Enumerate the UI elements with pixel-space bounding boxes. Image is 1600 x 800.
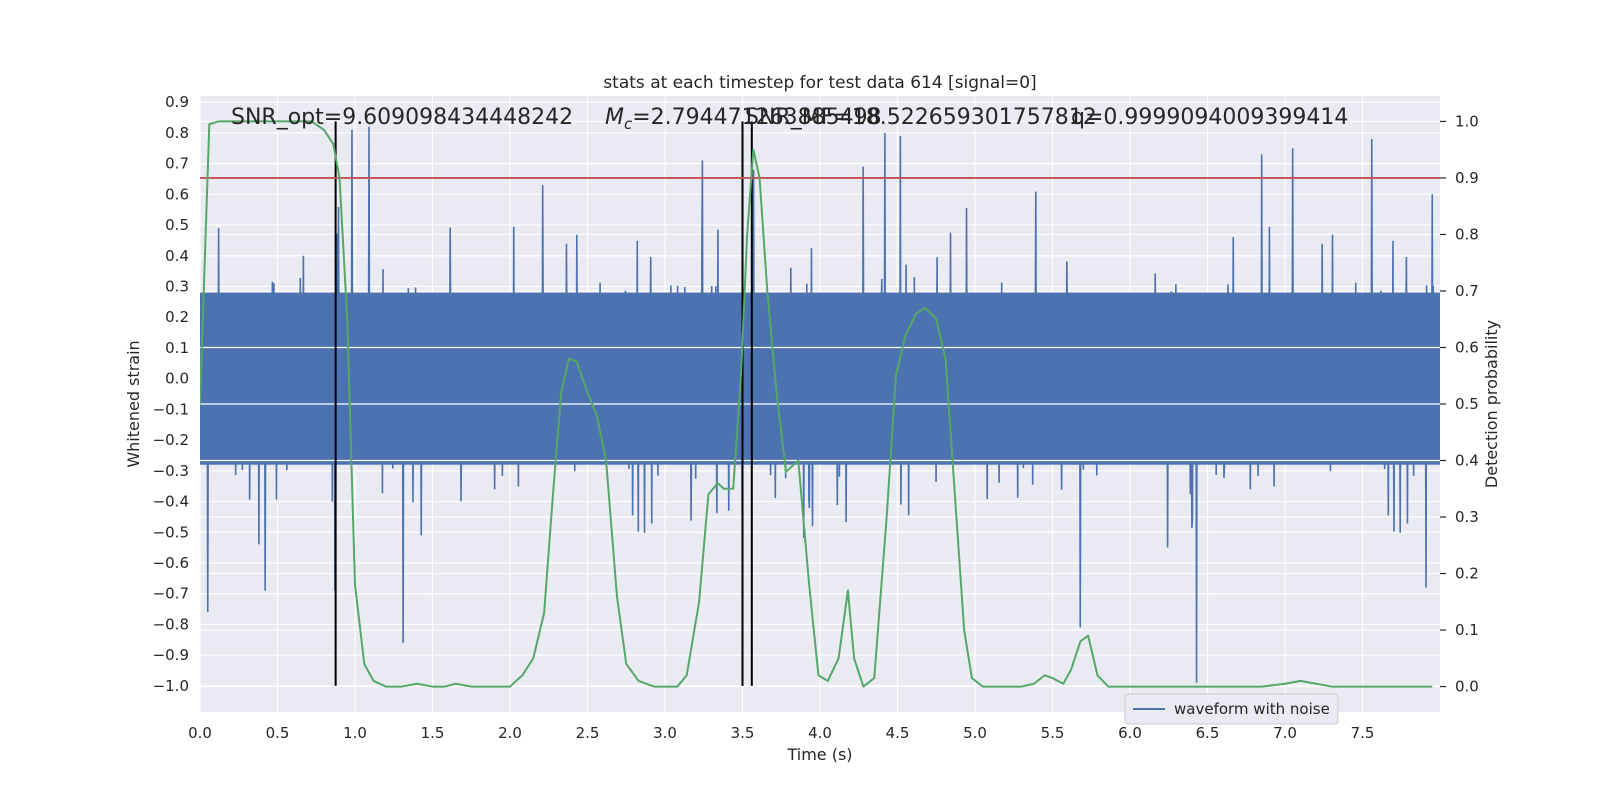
left-y-tick-label: 0.4 [165,247,189,265]
right-y-tick-label: 0.9 [1455,169,1479,187]
x-tick-label: 6.0 [1118,724,1142,742]
chirp-mass-value: =2.794471263885498 [632,105,881,130]
x-tick-label: 1.5 [421,724,445,742]
right-y-tick-label: 0.6 [1455,338,1479,356]
legend-box [1124,693,1339,725]
left-y-tick-label: −0.4 [153,493,189,511]
x-tick-label: 2.0 [498,724,522,742]
chirp-mass-symbol: M [605,105,624,130]
waveform-series [200,126,1440,683]
left-y-tick-label: −0.6 [153,554,189,572]
left-y-tick-label: 0.8 [165,124,189,142]
left-y-tick-label: 0.9 [165,93,189,111]
right-y-axis-label: Detection probability [1482,320,1501,488]
left-y-tick-label: −0.8 [153,615,189,633]
x-tick-label: 5.0 [963,724,987,742]
left-y-tick-label: 0.5 [165,216,189,234]
chirp-mass-subscript: c [624,115,633,133]
left-y-tick-label: −1.0 [153,677,189,695]
x-axis-ticks: 0.0 0.5 1.0 1.5 2.0 2.5 3.0 3.5 4.0 4.5 5.0 5.5 6.0 6… [188,724,1374,742]
left-y-axis-ticks: 0.9 0.8 0.7 0.6 0.5 0.4 0.3 0.2 0.1 0.0 −0.1 −0.2 −0… [153,93,189,695]
left-y-axis-label: Whitened strain [124,340,143,467]
annotations: SNR_opt=9.609098434448242 Mc=2.794471263… [231,105,1348,133]
right-y-tick-label: 0.5 [1455,395,1479,413]
right-y-axis-ticks: 1.0 0.9 0.8 0.7 0.6 0.5 0.4 0.3 0.2 0.1 0.0 [1440,112,1479,696]
chart-title: stats at each timestep for test data 614… [603,73,1036,93]
right-y-tick-label: 0.8 [1455,225,1479,243]
right-y-tick-label: 0.0 [1455,678,1479,696]
right-y-tick-label: 0.4 [1455,452,1479,470]
legend-label-waveform: waveform with noise [1174,700,1330,718]
left-y-tick-label: 0.2 [165,308,189,326]
right-y-tick-label: 0.2 [1455,565,1479,583]
left-y-tick-label: 0.0 [165,370,189,388]
annotation-snr-opt: SNR_opt=9.609098434448242 [231,105,573,130]
left-y-tick-label: −0.2 [153,431,189,449]
x-tick-label: 4.0 [808,724,832,742]
x-tick-label: 0.5 [266,724,290,742]
waveform-core-band [200,292,1440,465]
x-tick-label: 3.0 [653,724,677,742]
left-y-tick-label: −0.1 [153,400,189,418]
x-tick-label: 5.5 [1041,724,1065,742]
left-y-tick-label: 0.1 [165,339,189,357]
x-tick-label: 4.5 [886,724,910,742]
x-tick-label: 3.5 [731,724,755,742]
left-y-tick-label: −0.9 [153,646,189,664]
x-tick-label: 7.5 [1351,724,1375,742]
plot-clip [200,120,1440,688]
left-y-tick-label: 0.3 [165,277,189,295]
annotation-snr-mf: SNR_MF=18.522659301757812 [745,105,1097,130]
left-y-tick-label: 0.7 [165,155,189,173]
left-y-tick-label: 0.6 [165,185,189,203]
x-tick-label: 2.5 [576,724,600,742]
left-y-tick-label: −0.5 [153,523,189,541]
x-axis-label: Time (s) [786,745,852,764]
vertical-markers [334,121,753,686]
x-tick-label: 1.0 [343,724,367,742]
x-tick-label: 7.0 [1273,724,1297,742]
right-y-tick-label: 0.3 [1455,508,1479,526]
probability-line [200,120,1433,688]
right-y-tick-label: 0.7 [1455,282,1479,300]
left-y-tick-label: −0.3 [153,462,189,480]
right-y-tick-label: 0.1 [1455,621,1479,639]
x-tick-label: 6.5 [1196,724,1220,742]
legend: waveform with noise [1124,693,1339,725]
x-tick-label: 0.0 [188,724,212,742]
annotation-q: q=0.9999094009399414 [1071,105,1348,130]
left-y-tick-label: −0.7 [153,585,189,603]
probability-series [200,120,1433,688]
annotation-chirp-mass: Mc=2.794471263885498 [605,105,882,133]
right-y-tick-label: 1.0 [1455,112,1479,130]
